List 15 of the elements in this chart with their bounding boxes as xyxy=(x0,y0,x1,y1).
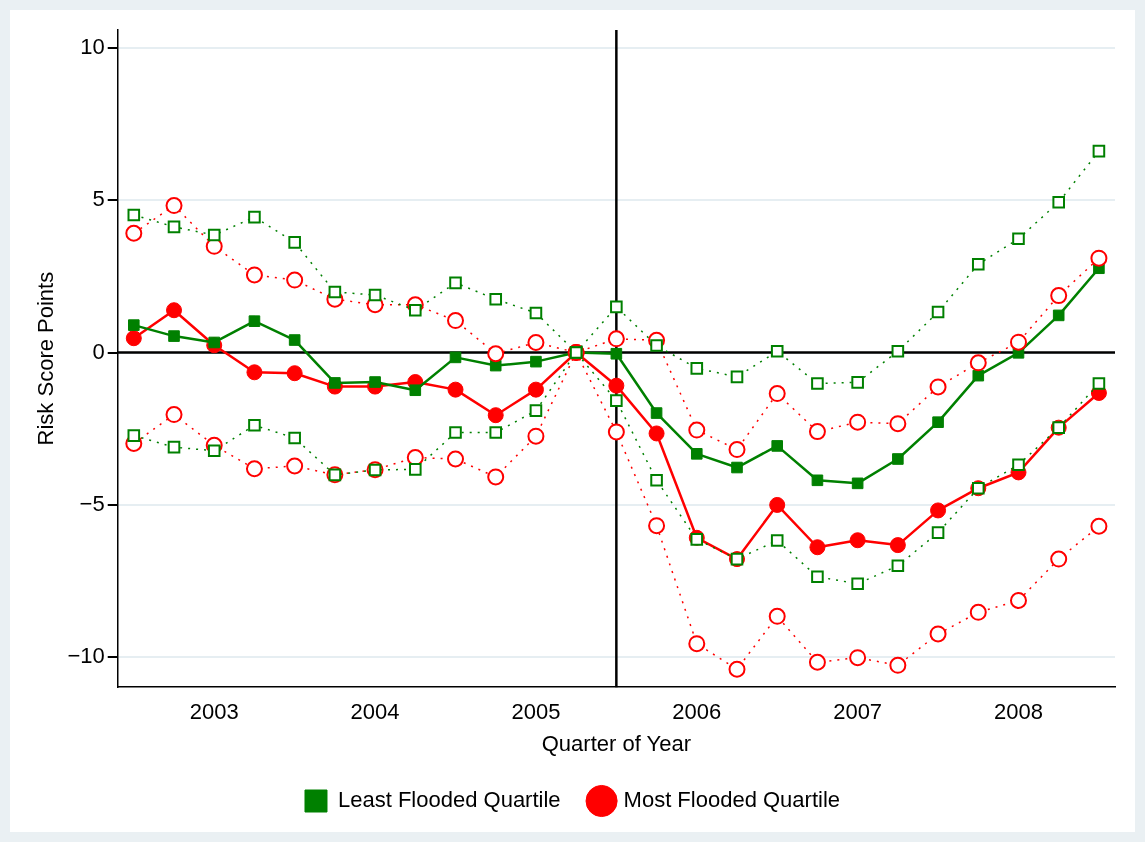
y-tick-label: 0 xyxy=(92,338,105,364)
y-axis-title: Risk Score Points xyxy=(33,271,59,446)
x-tick-label: 2005 xyxy=(511,699,561,725)
x-tick-label: 2006 xyxy=(672,699,722,725)
y-tick-label: 5 xyxy=(92,186,105,212)
x-tick-label: 2003 xyxy=(189,699,239,725)
legend-label: Least Flooded Quartile xyxy=(337,787,561,813)
y-tick-label: −10 xyxy=(67,642,105,668)
x-tick-label: 2008 xyxy=(994,699,1043,725)
x-tick-label: 2004 xyxy=(350,699,400,725)
x-tick-label: 2007 xyxy=(833,699,883,725)
y-tick-label: −5 xyxy=(79,490,105,516)
x-axis-title: Quarter of Year xyxy=(541,730,691,756)
y-tick-label: 10 xyxy=(80,34,105,60)
legend-label: Most Flooded Quartile xyxy=(623,787,841,813)
